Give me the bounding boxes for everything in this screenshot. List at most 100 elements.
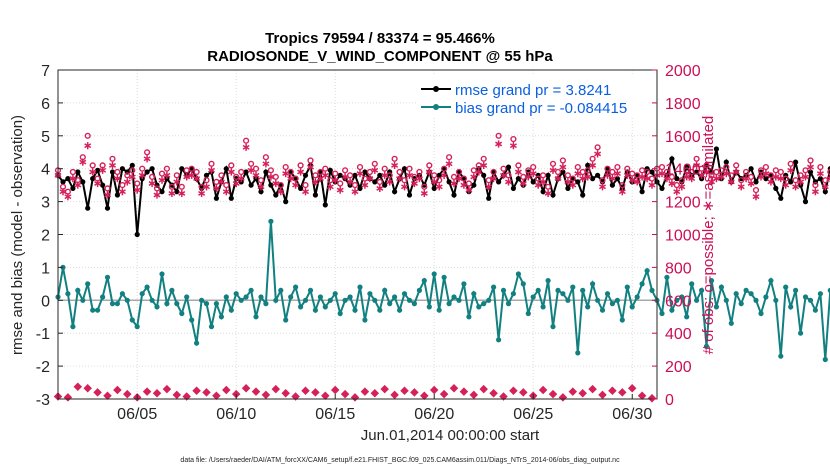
data-point xyxy=(312,307,318,313)
data-point xyxy=(649,287,655,293)
asterisk-stroke xyxy=(222,189,230,195)
asterisk-stroke xyxy=(717,174,725,180)
data-point xyxy=(599,179,606,185)
assimilated-obs-marker xyxy=(505,178,512,186)
data-point xyxy=(446,179,452,185)
possible-obs-marker xyxy=(104,185,111,192)
assimilated-obs-marker xyxy=(257,183,265,191)
possible-obs-marker xyxy=(69,168,77,176)
assimilated-obs-marker xyxy=(821,183,829,191)
assimilated-obs-marker xyxy=(465,186,473,194)
low-count-marker xyxy=(618,388,627,397)
data-point xyxy=(525,169,531,175)
data-point xyxy=(119,166,125,172)
data-point xyxy=(738,301,744,307)
data-point xyxy=(149,166,155,172)
x-tick-label: 06/20 xyxy=(414,406,454,423)
data-point xyxy=(332,291,338,297)
assimilated-obs-marker xyxy=(104,191,111,199)
asterisk-stroke xyxy=(495,141,503,147)
possible-obs-marker xyxy=(342,167,349,174)
data-point xyxy=(149,297,155,303)
data-point xyxy=(431,271,437,277)
assimilated-obs-marker xyxy=(425,168,433,176)
low-count-marker xyxy=(103,391,112,400)
x-tick-label: 06/30 xyxy=(612,406,652,423)
data-point xyxy=(129,162,135,168)
assimilated-obs-marker xyxy=(584,173,592,181)
asterisk-stroke xyxy=(247,167,255,173)
data-point xyxy=(70,185,76,191)
asterisk-stroke xyxy=(797,179,805,185)
asterisk-stroke xyxy=(435,184,443,190)
assimilated-obs-marker xyxy=(594,150,602,158)
asterisk-stroke xyxy=(346,179,354,185)
possible-obs-marker xyxy=(153,185,161,192)
asterisk-stroke xyxy=(544,190,552,196)
data-point xyxy=(258,294,264,300)
data-point xyxy=(283,317,289,323)
data-point xyxy=(189,317,195,323)
asterisk-stroke xyxy=(519,181,527,186)
assimilated-obs-marker xyxy=(643,175,651,183)
asterisk-stroke xyxy=(237,176,245,182)
possible-obs-marker xyxy=(381,165,388,172)
data-point xyxy=(288,294,294,300)
possible-obs-marker xyxy=(337,180,344,187)
asterisk-stroke xyxy=(148,181,156,186)
data-point xyxy=(372,297,378,303)
data-point xyxy=(327,297,333,303)
asterisk-stroke xyxy=(118,189,126,195)
data-point xyxy=(362,169,368,175)
asterisk-stroke xyxy=(287,176,295,182)
x-tick-label: 06/10 xyxy=(216,406,256,423)
data-point xyxy=(362,317,368,323)
possible-obs-marker xyxy=(144,149,151,156)
data-point xyxy=(382,182,388,188)
assimilated-obs-marker xyxy=(113,175,121,183)
asterisk-stroke xyxy=(693,162,701,168)
possible-obs-marker xyxy=(129,167,136,174)
asterisk-stroke xyxy=(608,176,616,182)
low-count-marker xyxy=(202,388,211,397)
data-point xyxy=(70,324,76,330)
assimilated-obs-marker xyxy=(544,189,552,197)
asterisk-stroke xyxy=(648,182,656,188)
assimilated-obs-marker xyxy=(277,188,285,196)
asterisk-stroke xyxy=(529,171,537,177)
assimilated-obs-marker xyxy=(688,175,696,183)
data-point xyxy=(392,294,398,300)
asterisk-stroke xyxy=(311,179,319,185)
assimilated-obs-marker xyxy=(470,173,478,181)
y-left-tick-label: 0 xyxy=(41,293,50,310)
data-point xyxy=(203,172,210,178)
possible-obs-marker xyxy=(549,160,557,167)
possible-obs-marker xyxy=(480,155,487,162)
low-count-marker xyxy=(568,387,578,396)
assimilated-obs-marker xyxy=(237,175,245,183)
asterisk-stroke xyxy=(89,169,97,175)
data-point xyxy=(738,176,744,182)
asterisk-stroke xyxy=(826,176,830,182)
data-point xyxy=(65,291,71,297)
asterisk-stroke xyxy=(762,171,770,177)
possible-obs-marker xyxy=(391,155,398,162)
asterisk-stroke xyxy=(514,169,522,175)
legend-item-bias: bias grand pr = -0.084415 xyxy=(421,100,627,117)
possible-obs-marker xyxy=(327,177,334,184)
assimilated-obs-marker xyxy=(445,160,453,168)
asterisk-stroke xyxy=(59,189,67,195)
possible-obs-marker xyxy=(604,165,611,172)
data-point xyxy=(500,287,507,293)
y-left-tick-label: 5 xyxy=(41,129,50,146)
data-point xyxy=(95,307,101,313)
asterisk-stroke xyxy=(64,194,72,200)
assimilated-obs-marker xyxy=(579,175,587,183)
possible-obs-marker xyxy=(238,168,245,176)
asterisk-stroke xyxy=(242,144,250,150)
possible-obs-marker xyxy=(168,183,176,190)
assimilated-obs-marker xyxy=(366,175,374,183)
data-point xyxy=(85,205,91,211)
